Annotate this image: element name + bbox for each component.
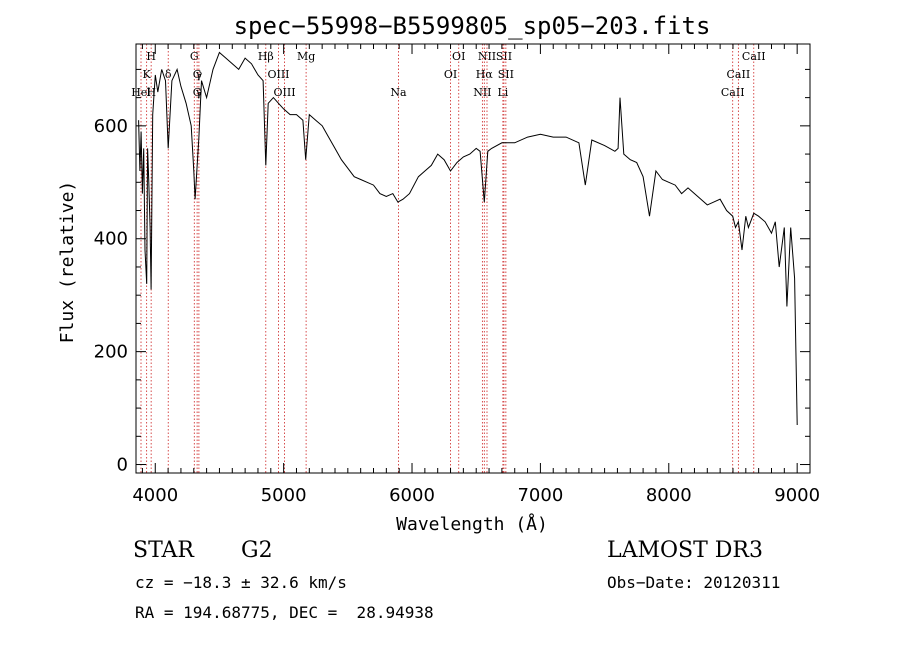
line-marker-label-17: NII bbox=[473, 86, 491, 99]
x-tick-label-0: 4000 bbox=[132, 485, 178, 506]
object-type: STAR bbox=[133, 538, 194, 563]
line-marker-label-4: δ bbox=[165, 68, 172, 81]
line-marker-label-2: H bbox=[146, 50, 156, 63]
chart-title: spec−55998−B5599805_sp05−203.fits bbox=[234, 12, 711, 40]
line-marker-label-6: G bbox=[193, 68, 202, 81]
line-marker-label-16: OI bbox=[452, 50, 465, 63]
x-tick-label-1: 5000 bbox=[261, 485, 307, 506]
y-tick-label-2: 400 bbox=[94, 229, 128, 250]
line-marker-label-5: G bbox=[190, 50, 199, 63]
redshift-text: cz = −18.3 ± 32.6 km/s bbox=[135, 573, 347, 592]
subclass: G2 bbox=[241, 538, 273, 563]
line-marker-label-8: γ bbox=[196, 68, 203, 81]
obs-date: Obs−Date: 20120311 bbox=[607, 573, 781, 592]
plot-frame bbox=[135, 43, 811, 474]
line-marker-label-12: OIII bbox=[274, 86, 296, 99]
line-marker-label-13: Mg bbox=[297, 50, 315, 63]
line-marker-label-24: CaII bbox=[727, 68, 751, 81]
line-marker-label-3: H bbox=[146, 86, 156, 99]
line-marker-label-14: Na bbox=[390, 86, 407, 99]
x-tick-label-3: 7000 bbox=[517, 485, 563, 506]
line-marker-label-21: SII bbox=[498, 68, 514, 81]
line-marker-label-22: Li bbox=[497, 86, 508, 99]
y-tick-label-1: 200 bbox=[94, 342, 128, 363]
line-marker-label-23: CaII bbox=[721, 86, 745, 99]
axis-ticks: 4000 5000 6000 7000 8000 9000 0 200 400 600 bbox=[94, 44, 820, 506]
line-markers: HelKHHδGGGγγHβOIIIOIIIMgNaOIOINIINIIHαSI… bbox=[131, 44, 766, 473]
x-tick-label-5: 9000 bbox=[774, 485, 820, 506]
y-tick-label-0: 0 bbox=[117, 455, 128, 476]
coordinates: RA = 194.68775, DEC = 28.94938 bbox=[135, 603, 434, 622]
line-marker-label-18: NII bbox=[478, 50, 496, 63]
line-marker-label-11: OIII bbox=[267, 68, 289, 81]
line-marker-label-9: γ bbox=[196, 86, 203, 99]
line-marker-label-1: K bbox=[143, 68, 152, 81]
spectrum-series bbox=[138, 51, 798, 426]
spectrum-line-0 bbox=[138, 51, 798, 426]
line-marker-label-7: G bbox=[193, 86, 202, 99]
line-marker-label-10: Hβ bbox=[258, 50, 274, 63]
line-marker-label-19: Hα bbox=[476, 68, 494, 81]
line-marker-label-15: OI bbox=[444, 68, 457, 81]
y-tick-label-3: 600 bbox=[94, 116, 128, 137]
x-axis-label: Wavelength (Å) bbox=[396, 513, 548, 535]
y-axis-label: Flux (relative) bbox=[57, 181, 78, 344]
line-marker-label-25: CaII bbox=[742, 50, 766, 63]
x-tick-label-4: 8000 bbox=[646, 485, 692, 506]
x-tick-label-2: 6000 bbox=[389, 485, 435, 506]
survey-name: LAMOST DR3 bbox=[607, 538, 763, 563]
line-marker-label-20: SII bbox=[496, 50, 512, 63]
